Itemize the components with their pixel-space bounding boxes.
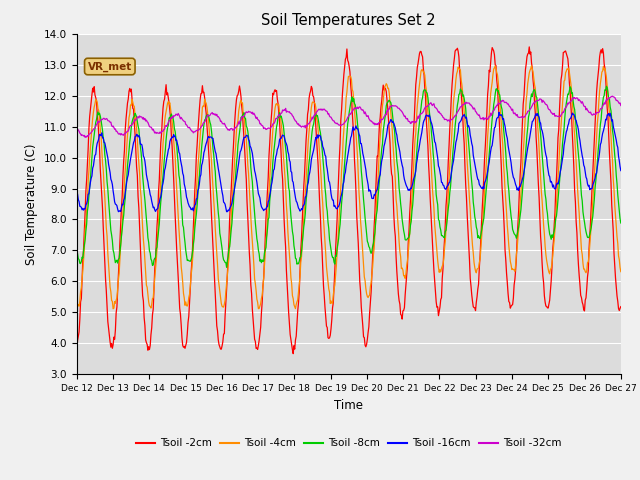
Tsoil -4cm bbox=[431, 230, 439, 236]
Tsoil -32cm bbox=[223, 126, 231, 132]
Legend: Tsoil -2cm, Tsoil -4cm, Tsoil -8cm, Tsoil -16cm, Tsoil -32cm: Tsoil -2cm, Tsoil -4cm, Tsoil -8cm, Tsoi… bbox=[132, 434, 566, 453]
Tsoil -32cm bbox=[609, 93, 616, 99]
Tsoil -4cm bbox=[73, 300, 81, 306]
Tsoil -8cm bbox=[139, 173, 147, 179]
Line: Tsoil -4cm: Tsoil -4cm bbox=[77, 66, 621, 309]
Title: Soil Temperatures Set 2: Soil Temperatures Set 2 bbox=[262, 13, 436, 28]
Tsoil -8cm bbox=[431, 178, 439, 183]
Tsoil -4cm bbox=[528, 63, 536, 69]
Y-axis label: Soil Temperature (C): Soil Temperature (C) bbox=[26, 143, 38, 265]
Tsoil -16cm bbox=[223, 209, 231, 215]
Tsoil -2cm bbox=[194, 129, 202, 134]
Line: Tsoil -16cm: Tsoil -16cm bbox=[77, 112, 621, 212]
Tsoil -8cm bbox=[603, 84, 611, 89]
Tsoil -16cm bbox=[73, 190, 81, 195]
Tsoil -32cm bbox=[416, 112, 424, 118]
Tsoil -2cm bbox=[617, 304, 625, 310]
Line: Tsoil -32cm: Tsoil -32cm bbox=[77, 96, 621, 137]
Tsoil -16cm bbox=[140, 153, 147, 159]
Tsoil -32cm bbox=[195, 127, 202, 133]
Tsoil -32cm bbox=[84, 133, 92, 139]
Tsoil -8cm bbox=[73, 248, 81, 254]
Tsoil -8cm bbox=[617, 220, 625, 226]
Tsoil -8cm bbox=[223, 258, 231, 264]
Tsoil -16cm bbox=[416, 142, 424, 148]
Tsoil -8cm bbox=[83, 221, 90, 227]
Tsoil -2cm bbox=[431, 290, 439, 296]
Tsoil -16cm bbox=[495, 109, 503, 115]
Tsoil -8cm bbox=[223, 264, 230, 270]
Tsoil -4cm bbox=[416, 81, 424, 87]
Tsoil -2cm bbox=[416, 50, 424, 56]
Tsoil -2cm bbox=[83, 177, 90, 183]
Line: Tsoil -2cm: Tsoil -2cm bbox=[77, 47, 621, 354]
Tsoil -4cm bbox=[195, 155, 202, 160]
Tsoil -32cm bbox=[73, 124, 81, 130]
Tsoil -2cm bbox=[139, 293, 147, 299]
Tsoil -16cm bbox=[83, 201, 90, 206]
Tsoil -4cm bbox=[617, 269, 625, 275]
Tsoil -2cm bbox=[223, 287, 230, 292]
X-axis label: Time: Time bbox=[334, 399, 364, 412]
Tsoil -4cm bbox=[140, 237, 147, 242]
Tsoil -4cm bbox=[223, 273, 231, 279]
Tsoil -32cm bbox=[617, 103, 625, 108]
Tsoil -2cm bbox=[289, 351, 297, 357]
Line: Tsoil -8cm: Tsoil -8cm bbox=[77, 86, 621, 267]
Tsoil -16cm bbox=[431, 140, 439, 146]
Tsoil -16cm bbox=[195, 186, 202, 192]
Text: VR_met: VR_met bbox=[88, 61, 132, 72]
Tsoil -4cm bbox=[109, 306, 117, 312]
Tsoil -2cm bbox=[73, 347, 81, 353]
Tsoil -2cm bbox=[525, 44, 533, 50]
Tsoil -32cm bbox=[431, 105, 439, 110]
Tsoil -8cm bbox=[416, 119, 424, 125]
Tsoil -32cm bbox=[140, 115, 147, 120]
Tsoil -16cm bbox=[617, 168, 625, 173]
Tsoil -4cm bbox=[83, 207, 90, 213]
Tsoil -16cm bbox=[115, 209, 122, 215]
Tsoil -8cm bbox=[194, 192, 202, 198]
Tsoil -32cm bbox=[81, 134, 89, 140]
